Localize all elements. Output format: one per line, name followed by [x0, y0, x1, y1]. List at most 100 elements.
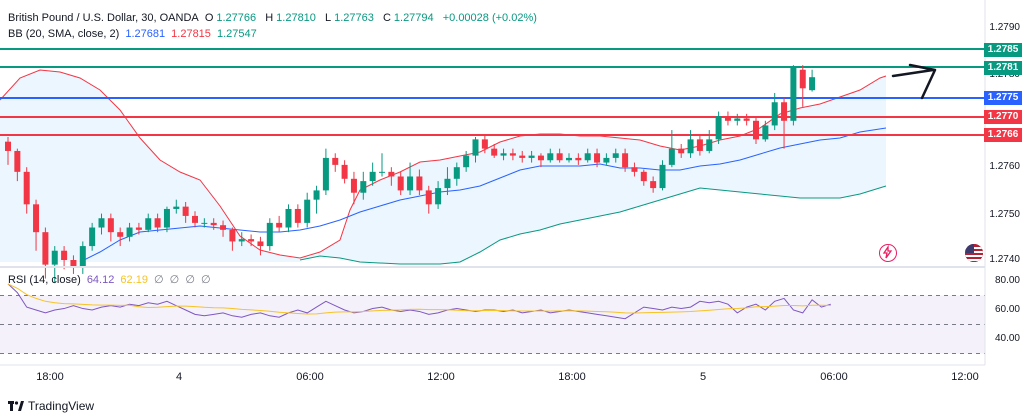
candle [369, 162, 376, 186]
bb-fill [0, 70, 886, 264]
candle-body [126, 227, 133, 237]
price-change: +0.00028 (+0.02%) [442, 12, 537, 24]
candle-body [341, 164, 348, 179]
candle [285, 204, 292, 233]
candle-body [89, 227, 96, 247]
symbol-name[interactable]: British Pound / U.S. Dollar, 30, OANDA [8, 12, 199, 24]
candle [61, 246, 68, 270]
candle [509, 148, 516, 161]
candle-body [70, 260, 77, 267]
candle [678, 144, 685, 158]
candle [257, 236, 264, 256]
candle-body [369, 171, 376, 182]
level-label: 1.2770 [984, 110, 1022, 124]
candle-body [753, 120, 759, 140]
rsi-na-3: ∅ [185, 274, 195, 286]
candle-body [435, 188, 442, 205]
candle [566, 153, 572, 163]
tradingview-logo-icon [8, 401, 24, 411]
candle-body [799, 69, 806, 89]
candle [706, 130, 713, 154]
candle-body [117, 232, 124, 237]
candle-body [182, 206, 189, 216]
candle-body [650, 181, 657, 189]
candle [201, 218, 208, 228]
ohlc-high: H 1.27810 [265, 12, 316, 24]
candle-body [556, 153, 563, 161]
tradingview-logo[interactable]: TradingView [8, 399, 94, 413]
flash-icon[interactable] [879, 244, 897, 262]
rsi-name[interactable]: RSI (14, close) [8, 274, 81, 286]
candle [210, 218, 217, 230]
candle-body [481, 139, 488, 149]
candle-body [509, 153, 516, 156]
candle [163, 206, 170, 233]
candle [266, 218, 273, 251]
candle [360, 171, 367, 200]
candle [276, 215, 283, 233]
candle [584, 148, 591, 163]
rsi-legend[interactable]: RSI (14, close) 64.12 62.19 ∅ ∅ ∅ ∅ [8, 273, 214, 286]
candle [70, 255, 77, 274]
candle-body [444, 178, 451, 189]
candle-body [154, 218, 161, 228]
rsi-tick: 80.00 [994, 275, 1020, 286]
bb-legend[interactable]: BB (20, SMA, close, 2) 1.27681 1.27815 1… [8, 28, 260, 40]
candle [809, 69, 816, 92]
candle [192, 211, 198, 228]
candle [799, 65, 806, 107]
candle-body [734, 118, 741, 121]
candle [481, 134, 488, 154]
candle [547, 148, 554, 163]
candle [659, 160, 666, 191]
candle [173, 199, 180, 214]
candle [556, 148, 563, 163]
candle [229, 227, 236, 251]
rsi-value: 64.12 [86, 274, 115, 286]
candle [500, 148, 507, 161]
rsi-ma-value: 62.19 [120, 274, 148, 286]
candle [350, 171, 357, 205]
candle-body [584, 153, 591, 161]
level-label: 1.2775 [984, 91, 1022, 105]
candle [640, 169, 647, 186]
candle-body [332, 157, 339, 165]
ohlc-low: L 1.27763 [324, 12, 374, 24]
candle-body [248, 239, 255, 242]
candle [472, 137, 479, 163]
candle [126, 222, 133, 242]
candle [594, 148, 601, 168]
bb-name[interactable]: BB (20, SMA, close, 2) [8, 28, 120, 40]
candle [42, 227, 49, 279]
candle [379, 153, 385, 177]
candle [453, 162, 460, 186]
candle-body [631, 167, 638, 172]
candle [238, 232, 245, 247]
time-tick: 5 [699, 371, 707, 383]
time-tick: 12:00 [427, 371, 455, 383]
rsi-tick: 60.00 [994, 304, 1020, 315]
candle-body [472, 139, 479, 156]
candle-body [201, 222, 208, 224]
candle [463, 150, 470, 172]
candle [98, 213, 105, 235]
candle [781, 97, 788, 149]
candle-body [724, 116, 731, 121]
candle [23, 167, 30, 214]
bb-lower-line [299, 185, 887, 265]
candle [612, 148, 619, 163]
candle-body [547, 153, 554, 161]
candle-body [463, 155, 470, 168]
candle [622, 148, 629, 172]
candle [528, 150, 535, 163]
time-tick: 06:00 [820, 371, 848, 383]
flag-icon[interactable] [965, 244, 983, 262]
time-tick: 18:00 [558, 371, 586, 383]
candle-body [135, 227, 142, 230]
candle-body [98, 218, 105, 228]
candle-body [603, 157, 610, 163]
candle-body [715, 116, 722, 140]
candle-body [257, 241, 264, 247]
candle [51, 246, 58, 284]
